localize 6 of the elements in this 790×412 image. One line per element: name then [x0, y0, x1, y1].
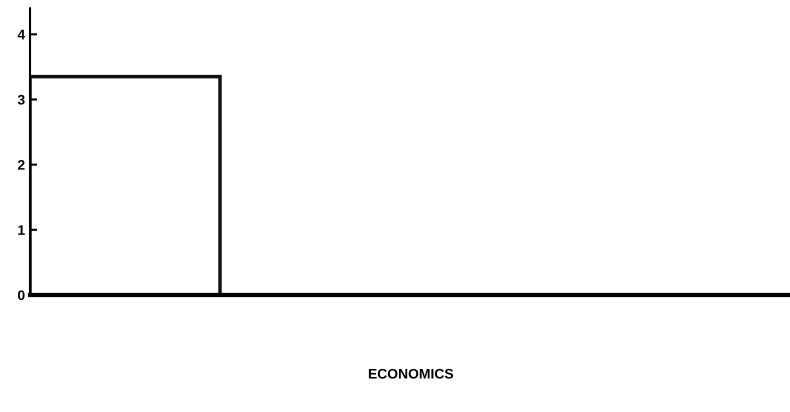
- y-tick-label: 0: [18, 290, 25, 300]
- y-tick-label: 3: [18, 94, 25, 105]
- y-tick-label: 2: [18, 160, 25, 170]
- y-tick-label: 1: [18, 225, 25, 235]
- text: ECONOMICS: [368, 368, 454, 379]
- y-tick-label: 4: [18, 30, 26, 40]
